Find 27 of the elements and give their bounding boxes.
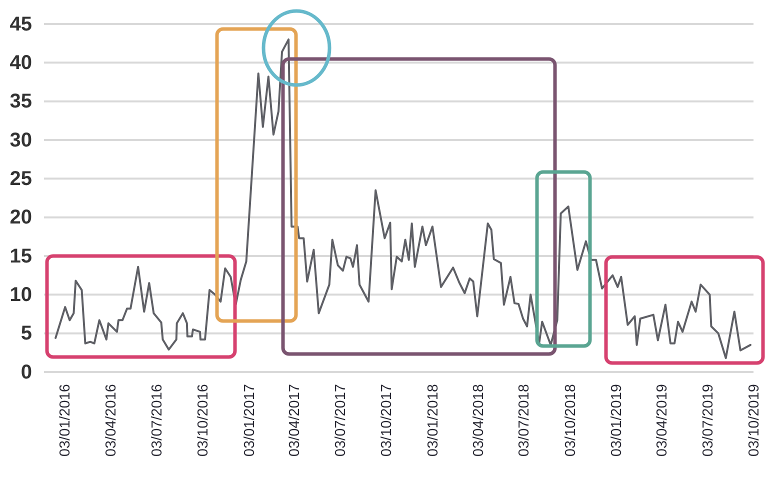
y-tick-label: 40: [10, 52, 32, 74]
x-tick-label: 03/04/2017: [287, 384, 304, 457]
y-tick-label: 25: [10, 168, 32, 190]
x-tick-label: 03/04/2016: [103, 384, 120, 457]
y-tick-label: 0: [20, 361, 32, 384]
x-tick-label: 03/01/2018: [426, 384, 442, 457]
y-tick-label: 45: [10, 13, 32, 36]
x-tick-label: 03/07/2017: [332, 384, 349, 457]
x-tick-label: 03/04/2019: [654, 384, 670, 457]
y-tick-label: 10: [10, 284, 32, 306]
x-tick-label: 03/01/2017: [242, 384, 258, 457]
x-tick-label: 03/10/2019: [746, 384, 763, 457]
y-tick-label: 15: [10, 245, 32, 268]
x-tick-label: 03/07/2019: [700, 384, 716, 457]
y-tick-label: 20: [10, 206, 32, 229]
x-tick-label: 03/10/2018: [562, 384, 579, 457]
x-tick-label: 03/01/2016: [58, 384, 74, 457]
x-tick-label: 03/10/2017: [379, 384, 396, 457]
x-tick-label: 03/07/2016: [149, 384, 166, 457]
line-series: [54, 38, 752, 360]
y-tick-label: 35: [10, 90, 32, 113]
x-tick-label: 03/01/2019: [609, 384, 626, 457]
x-tick-label: 03/10/2016: [196, 384, 212, 457]
y-tick-label: 30: [10, 129, 32, 152]
x-tick-label: 03/07/2018: [516, 384, 533, 457]
x-tick-label: 03/04/2018: [470, 384, 487, 457]
y-tick-label: 5: [20, 322, 32, 345]
